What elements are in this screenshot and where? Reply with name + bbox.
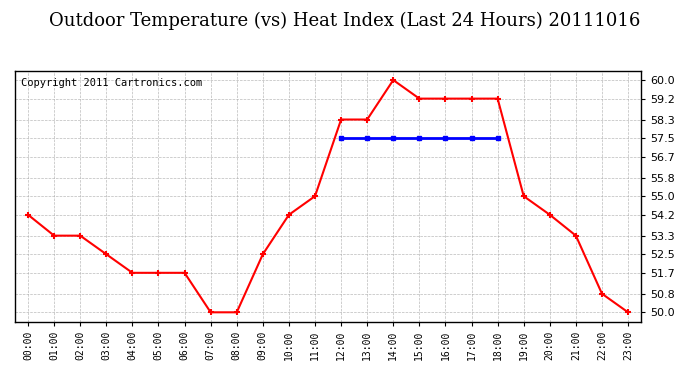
Text: Outdoor Temperature (vs) Heat Index (Last 24 Hours) 20111016: Outdoor Temperature (vs) Heat Index (Las…: [49, 11, 641, 30]
Text: Copyright 2011 Cartronics.com: Copyright 2011 Cartronics.com: [21, 78, 202, 88]
